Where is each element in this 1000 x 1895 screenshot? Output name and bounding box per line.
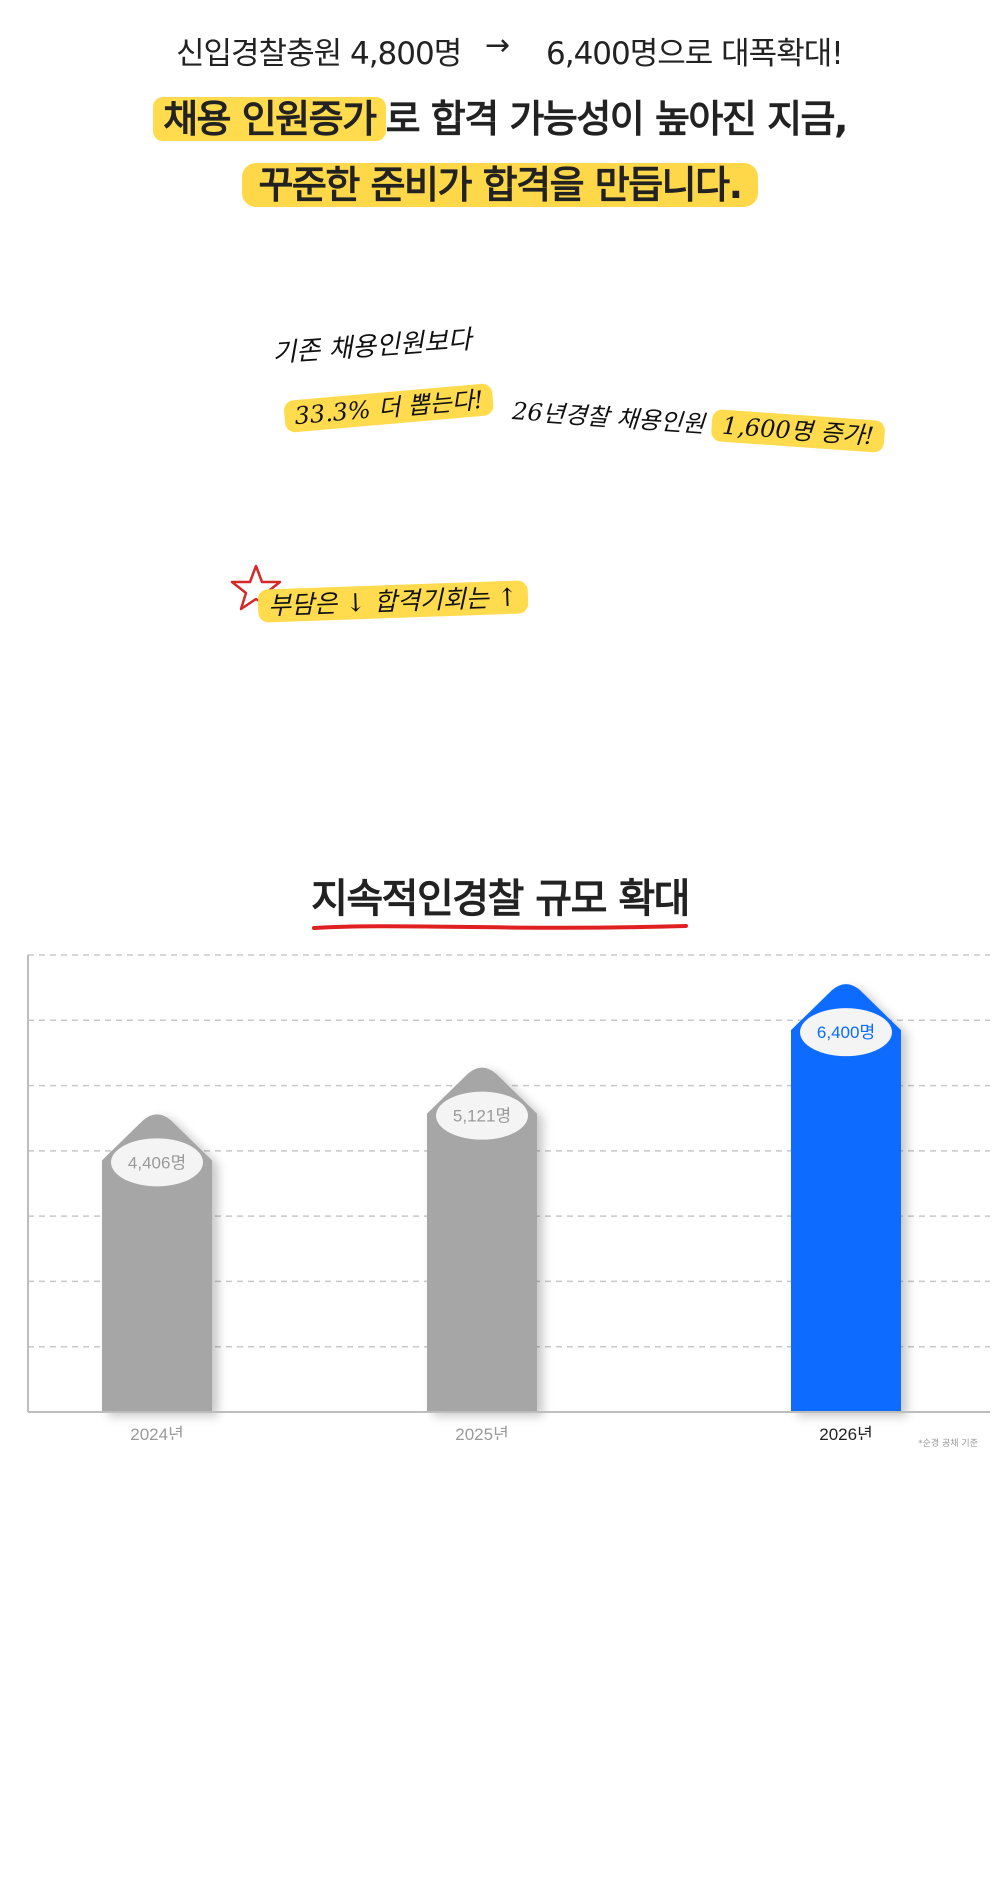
bars — [102, 984, 901, 1412]
category-label: 2025년 — [455, 1425, 508, 1440]
headline-line3: 꾸준한 준비가 합격을 만듭니다. — [0, 154, 1000, 209]
bar-2 — [791, 984, 901, 1412]
bar-value-label: 6,400명 — [817, 1023, 875, 1042]
title-underline — [310, 918, 690, 937]
category-label: 2026년 — [819, 1425, 872, 1440]
bar-value-label: 4,406명 — [128, 1153, 186, 1172]
category-label: 2024년 — [130, 1425, 183, 1440]
headline-line2-rest: 로 합격 가능성이 높아진 지금, — [385, 97, 849, 141]
headline-line3-highlight: 꾸준한 준비가 합격을 만듭니다. — [242, 163, 758, 207]
note-percent-highlight: 33.3% 더 뽑는다! — [283, 382, 495, 434]
labels: 4,406명 2024년 5,121명 2025년 6,400명 2026년 — [111, 1008, 892, 1440]
headline-row: 신입경찰충원 4,800명 → 6,400명으로 대폭확대! — [0, 28, 1000, 72]
headline-right: 6,400명으로 대폭확대! — [546, 36, 844, 72]
arrow-right-icon: → — [485, 28, 510, 63]
bar-label-bubble — [800, 1008, 892, 1057]
headline-line2-highlight: 채용 인원증가 — [153, 97, 386, 141]
axes — [27, 955, 990, 1413]
bar-0 — [102, 1114, 212, 1412]
bar-label-bubble — [436, 1091, 528, 1140]
handwritten-note-existing: 기존 채용인원보다 — [271, 325, 473, 369]
star-icon — [228, 562, 284, 616]
handwritten-note-percent: 33.3% 더 뽑는다! — [283, 379, 495, 434]
section-title: 지속적인경찰 규모 확대 — [311, 876, 690, 922]
note-increase-prefix: 26년경찰 채용인원 — [511, 397, 706, 439]
headline-line2: 채용 인원증가 로 합격 가능성이 높아진 지금, — [0, 88, 1000, 143]
bar-value-label: 5,121명 — [453, 1107, 511, 1126]
bar-chart: 4,406명 2024년 5,121명 2025년 6,400명 2026년 — [27, 954, 990, 1440]
note-increase-highlight: 1,600명 증가! — [711, 409, 886, 453]
note-opportunity-highlight: 부담은 ↓ 합격기회는 ↑ — [257, 580, 529, 623]
handwritten-note-increase: 26년경찰 채용인원 1,600명 증가! — [511, 391, 886, 453]
bar-label-bubble — [111, 1138, 203, 1187]
handwritten-note-opportunity: 부담은 ↓ 합격기회는 ↑ — [257, 577, 529, 623]
footnote: *순경 공채 기준 — [918, 1439, 978, 1449]
bar-1 — [427, 1067, 537, 1412]
headline-left: 신입경찰충원 4,800명 — [176, 36, 462, 72]
